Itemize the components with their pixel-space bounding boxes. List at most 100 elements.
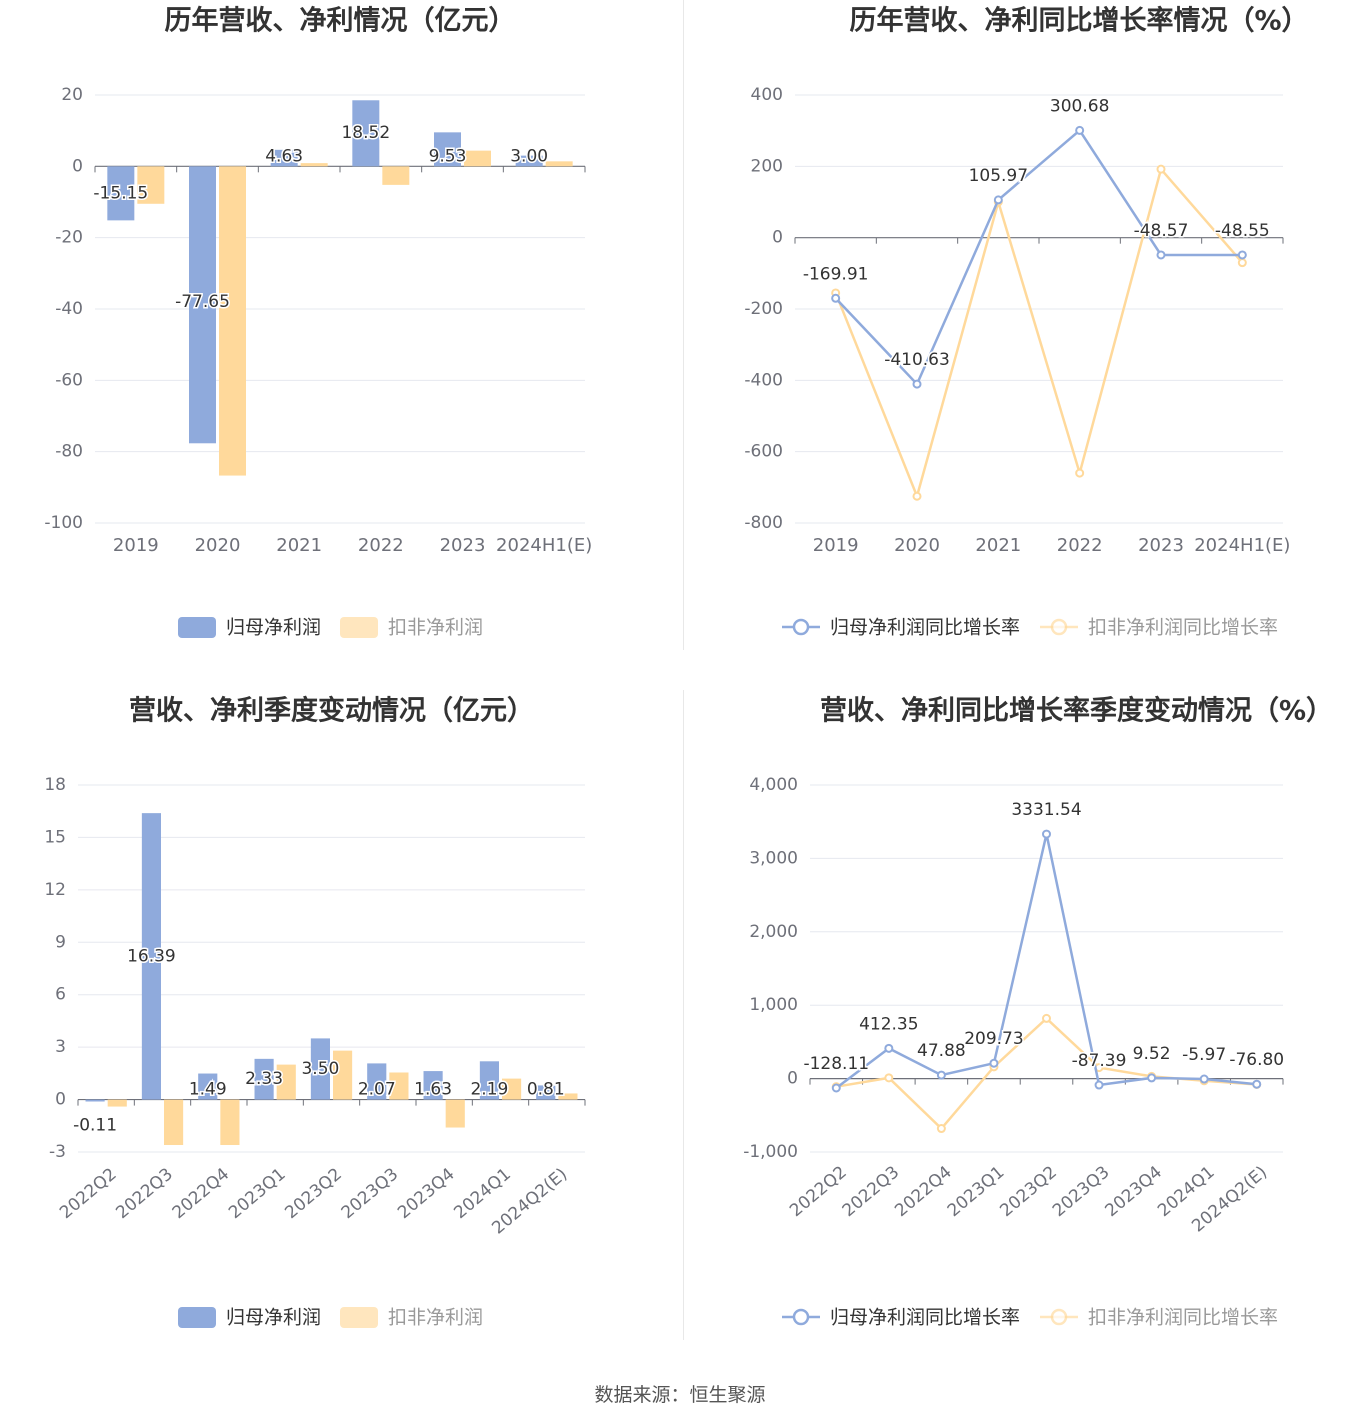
x-tick-label: 2022Q3 — [839, 1162, 904, 1221]
line-series1 — [834, 128, 1243, 387]
bar-series1 — [352, 100, 380, 167]
line-series2 — [834, 166, 1244, 501]
y-tick-label: 4,000 — [749, 775, 798, 795]
y-tick-label: -80 — [55, 442, 83, 462]
x-tick-label: 2019 — [813, 535, 859, 556]
legend-label-series2: 扣非净利润 — [388, 617, 483, 639]
y-tick-label: 12 — [44, 880, 66, 900]
annual-profit-svg: 历年营收、净利情况（亿元） 20 0 -20 -40 -60 -80 -100 2019 2020… — [44, 5, 592, 639]
bar-series1 — [367, 1063, 387, 1100]
bar-series1 — [107, 166, 135, 221]
bar-series1 — [198, 1073, 218, 1100]
data-label: 3331.54 — [1011, 800, 1081, 820]
y-tick-label: 15 — [44, 827, 66, 847]
legend-marker-series2 — [1050, 618, 1068, 636]
chart-title: 历年营收、净利同比增长率情况（%） — [849, 5, 1308, 37]
data-label: -76.80 — [1229, 1050, 1284, 1070]
point-series1 — [831, 1083, 841, 1093]
data-label: 300.68 — [1050, 96, 1109, 116]
bar-series2 — [300, 163, 328, 167]
x-tick-label: 2023Q1 — [944, 1162, 1009, 1221]
y-tick-label: 0 — [787, 1069, 798, 1089]
point-series1 — [1075, 125, 1085, 135]
x-tick-label: 2023Q3 — [1049, 1162, 1114, 1221]
bar-series2 — [107, 1099, 127, 1107]
bar-series2 — [137, 166, 165, 204]
point-series1 — [1252, 1079, 1262, 1089]
data-label: 2.07 — [358, 1080, 396, 1100]
y-tick-label: 0 — [772, 228, 783, 248]
point-series1 — [884, 1043, 894, 1053]
x-tick-label: 2023Q3 — [338, 1164, 403, 1223]
legend-swatch-series1 — [178, 617, 216, 638]
point-series2 — [936, 1124, 946, 1134]
data-label: -48.57 — [1134, 221, 1189, 241]
legend-label-series2: 扣非净利润同比增长率 — [1088, 1307, 1278, 1329]
x-tick-label: 2022Q3 — [112, 1164, 177, 1223]
y-tick-label: 0 — [72, 156, 83, 176]
annual-growth-svg: 历年营收、净利同比增长率情况（%） 400 200 0 -200 -400 -600 -800… — [744, 5, 1308, 639]
y-tick-label: -100 — [44, 513, 83, 533]
y-tick-label: -200 — [744, 299, 783, 319]
legend-marker-series2 — [1050, 1308, 1068, 1326]
legend-swatch-series2 — [340, 1307, 378, 1328]
data-label: -0.11 — [73, 1116, 117, 1136]
bar-series2 — [545, 161, 573, 167]
chart-title: 历年营收、净利情况（亿元） — [165, 5, 516, 37]
data-label: 3.50 — [301, 1059, 339, 1079]
data-label: -410.63 — [884, 350, 950, 370]
data-label: 9.52 — [1133, 1044, 1171, 1064]
chart-title: 营收、净利同比增长率季度变动情况（%） — [820, 695, 1333, 727]
point-series1 — [936, 1070, 946, 1080]
data-label: -87.39 — [1072, 1051, 1127, 1071]
bar-series2 — [389, 1072, 409, 1100]
x-tick-label: 2024H1(E) — [1194, 535, 1290, 556]
data-label: 2.33 — [245, 1069, 283, 1089]
y-tick-label: -400 — [744, 370, 783, 390]
bar-series1 — [141, 813, 161, 1100]
bar-series2 — [276, 1064, 296, 1100]
quarterly-growth-chart: 营收、净利同比增长率季度变动情况（%） 4,000 3,000 2,000 1,000 0… — [680, 690, 1360, 1380]
y-tick-label: -600 — [744, 442, 783, 462]
x-tick-label: 2022Q4 — [891, 1162, 956, 1221]
bar-series2 — [219, 166, 246, 476]
x-tick-label: 2023Q4 — [1101, 1162, 1166, 1221]
data-label: 3.00 — [510, 146, 548, 166]
point-series1 — [1042, 829, 1051, 839]
data-label: 18.52 — [341, 123, 390, 143]
x-tick-label: 2023 — [1138, 535, 1184, 556]
legend-label-series2: 扣非净利润 — [388, 1307, 483, 1329]
y-tick-label: 3 — [55, 1037, 66, 1057]
y-tick-label: 200 — [751, 156, 783, 176]
data-label: -48.55 — [1215, 221, 1270, 241]
line-series2 — [836, 1016, 1257, 1131]
y-tick-label: 20 — [61, 85, 83, 105]
data-label: -169.91 — [803, 264, 869, 284]
y-tick-label: -60 — [55, 370, 83, 390]
x-tick-label: 2023 — [440, 535, 486, 556]
y-tick-label: -40 — [55, 299, 83, 319]
x-tick-label: 2023Q2 — [281, 1164, 346, 1223]
legend-label-series2: 扣非净利润同比增长率 — [1088, 617, 1278, 639]
x-tick-label: 2020 — [195, 535, 241, 556]
legend-label-series1: 归母净利润同比增长率 — [830, 1307, 1020, 1329]
vertical-divider-bottom — [683, 690, 684, 1340]
x-tick-label: 2023Q2 — [996, 1162, 1061, 1221]
bar-series1 — [434, 132, 461, 167]
x-tick-label: 2022Q4 — [169, 1164, 234, 1223]
quarterly-profit-svg: 营收、净利季度变动情况（亿元）1815129630-32022Q22022Q32… — [44, 695, 586, 1329]
bar-series2 — [333, 1050, 353, 1100]
quarterly-profit-chart: 营收、净利季度变动情况（亿元） 18 15 12 9 6 3 0 -3 2022Q2 2022Q3 2… — [0, 690, 680, 1380]
x-tick-label: 2021 — [276, 535, 322, 556]
y-tick-label: 18 — [44, 775, 66, 795]
data-label: 0.81 — [527, 1080, 565, 1100]
vertical-divider-top — [683, 0, 684, 650]
legend-swatch-series1 — [178, 1307, 216, 1328]
annual-growth-chart: 历年营收、净利同比增长率情况（%） 400 200 0 -200 -400 -600 -800… — [680, 0, 1360, 690]
point-series1 — [1237, 250, 1247, 260]
point-series2 — [1156, 164, 1166, 174]
bar-series2 — [502, 1078, 522, 1100]
point-series2 — [912, 491, 922, 501]
bar-series2 — [382, 166, 410, 185]
legend-label-series1: 归母净利润 — [226, 1307, 321, 1329]
